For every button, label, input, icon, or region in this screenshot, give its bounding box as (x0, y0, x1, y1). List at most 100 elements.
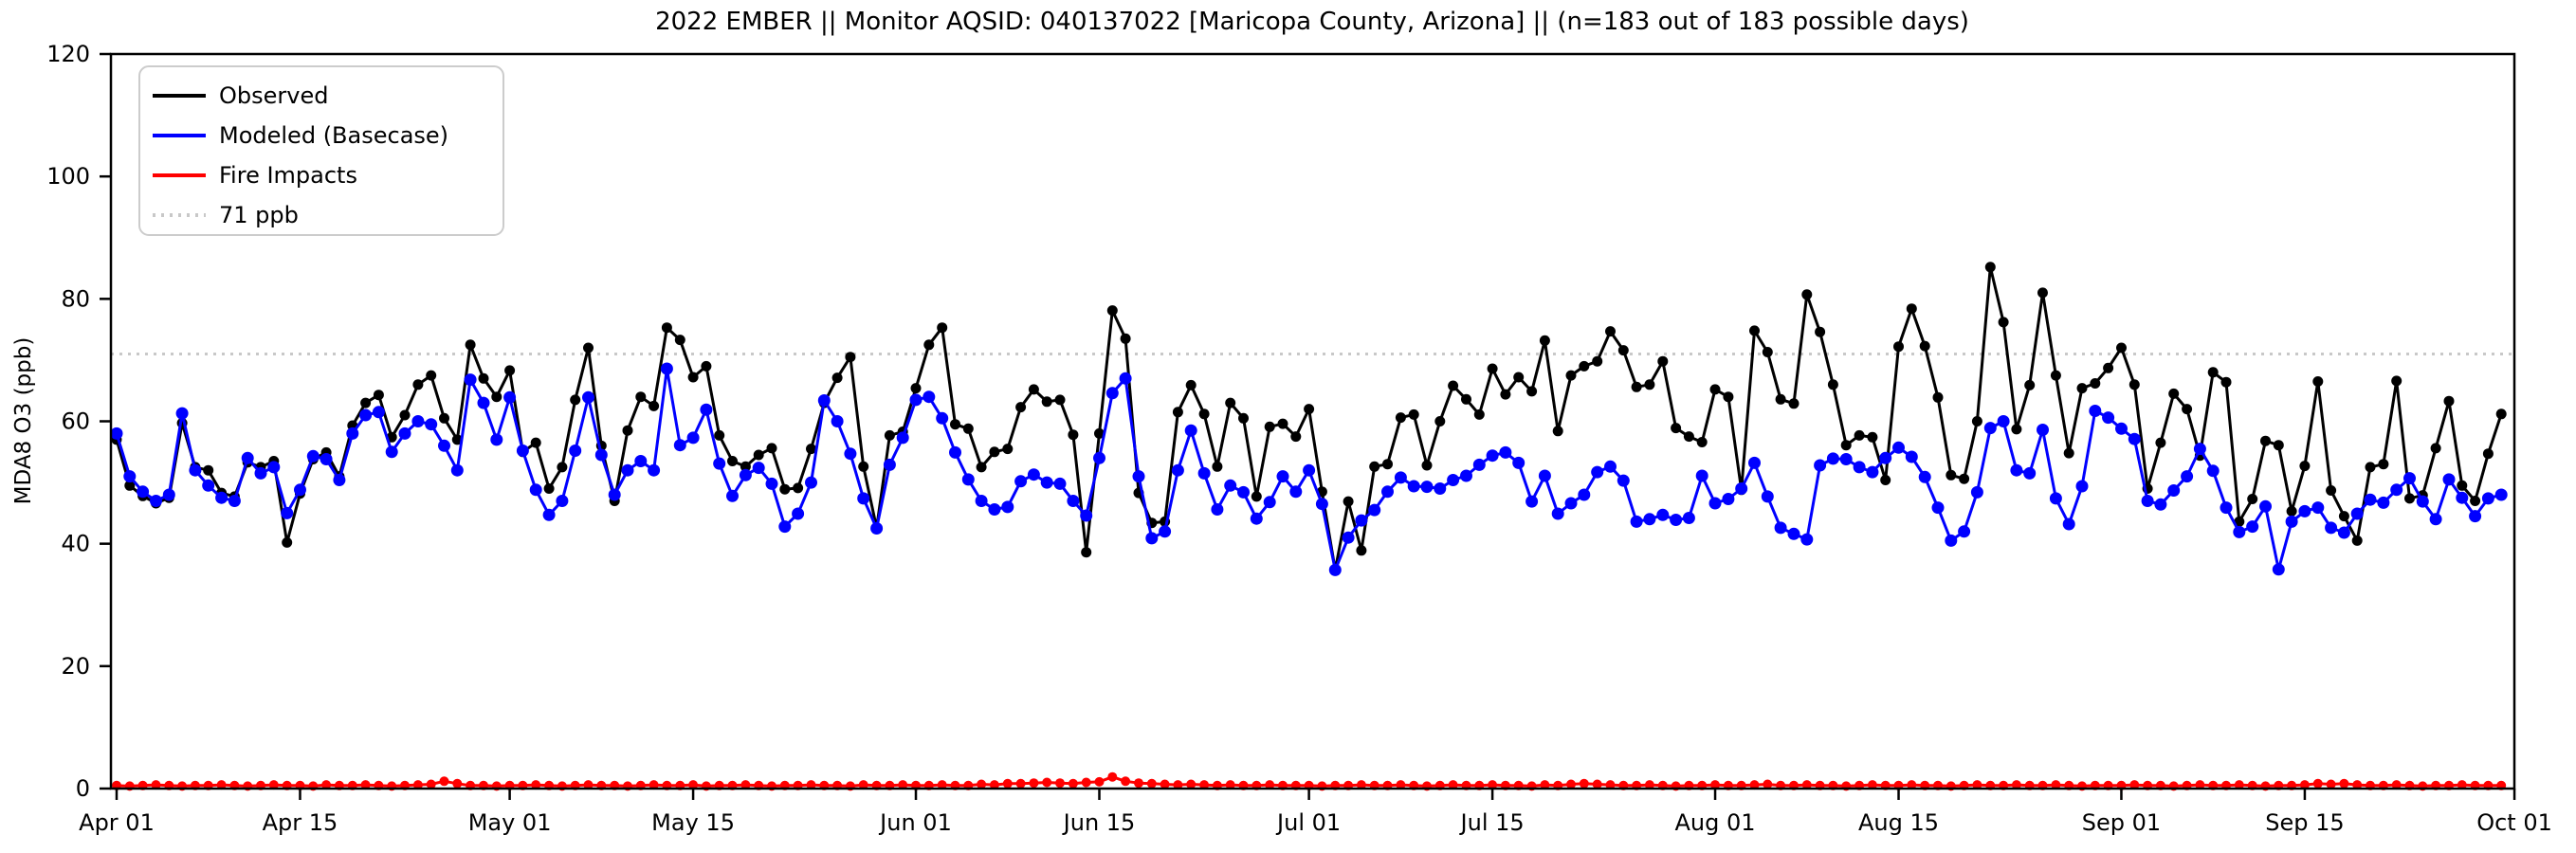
fire-impacts-point (1068, 778, 1078, 789)
observed-point (1081, 547, 1092, 558)
observed-point (1671, 423, 1682, 434)
modeled-point (123, 470, 137, 483)
fire-impacts-point (1566, 779, 1576, 789)
modeled-point (1604, 460, 1617, 473)
modeled-point (202, 479, 215, 492)
x-tick-label: Jun 15 (1062, 809, 1136, 836)
fire-impacts-point (439, 776, 449, 787)
legend-label: Modeled (Basecase) (219, 122, 448, 149)
observed-point (478, 372, 489, 384)
observed-point (779, 483, 791, 495)
modeled-point (765, 477, 778, 490)
fire-impacts-point (1029, 778, 1039, 789)
modeled-point (2350, 507, 2364, 520)
modeled-point (150, 495, 162, 507)
x-tick-label: Sep 15 (2265, 809, 2344, 836)
observed-point (1369, 461, 1380, 472)
observed-point (2365, 462, 2376, 473)
observed-point (2260, 435, 2271, 446)
fire-impacts-point (2312, 778, 2323, 789)
observed-point (2207, 367, 2219, 378)
modeled-point (2193, 443, 2206, 456)
fire-impacts-point (2129, 780, 2140, 790)
modeled-point (2494, 488, 2508, 501)
fire-impacts-point (2234, 780, 2244, 790)
fire-impacts-point (2339, 778, 2349, 789)
y-tick-label: 0 (76, 775, 90, 802)
modeled-point (385, 445, 398, 459)
modeled-point (1839, 453, 1853, 465)
modeled-point (1027, 468, 1040, 481)
observed-point (124, 480, 136, 491)
x-tick-label: May 01 (468, 809, 552, 836)
modeled-point (1970, 485, 1983, 499)
modeled-point (857, 492, 870, 505)
modeled-point (2377, 496, 2390, 509)
modeled-point (870, 522, 884, 535)
modeled-point (2325, 521, 2338, 535)
modeled-point (1093, 451, 1105, 464)
modeled-point (634, 455, 648, 467)
modeled-point (529, 483, 542, 497)
modeled-point (700, 403, 713, 416)
modeled-point (254, 466, 267, 480)
modeled-point (503, 390, 517, 404)
modeled-point (450, 463, 464, 477)
observed-point (2470, 496, 2481, 506)
observed-point (910, 383, 922, 394)
observed-point (661, 322, 672, 334)
observed-point (2024, 379, 2036, 390)
observed-point (2326, 485, 2337, 496)
observed-point (1421, 460, 1433, 471)
modeled-point (1119, 372, 1132, 385)
observed-point (2495, 408, 2507, 420)
fire-impacts-point (1448, 780, 1458, 790)
x-tick-label: Sep 01 (2082, 809, 2161, 836)
observed-point (412, 379, 424, 390)
modeled-point (569, 445, 582, 457)
y-tick-label: 100 (46, 163, 90, 190)
fire-impacts-point (2352, 780, 2363, 790)
observed-point (649, 400, 660, 411)
modeled-point (1067, 495, 1080, 507)
fire-impacts-point (2457, 780, 2467, 790)
modeled-point (621, 463, 634, 477)
modeled-point (1014, 475, 1028, 488)
modeled-point (1472, 458, 1486, 471)
modeled-point (936, 411, 949, 425)
observed-point (1002, 444, 1014, 455)
modeled-point (281, 506, 294, 519)
modeled-point (2298, 504, 2311, 517)
fire-impacts-point (1107, 771, 1118, 782)
modeled-point (2429, 513, 2442, 526)
modeled-point (425, 418, 438, 431)
modeled-point (1224, 479, 1237, 492)
observed-point (1880, 475, 1891, 485)
observed-point (845, 352, 856, 363)
modeled-point (2469, 510, 2482, 523)
fire-impacts-point (1972, 780, 1982, 790)
modeled-point (2442, 473, 2456, 486)
modeled-point (1368, 503, 1381, 517)
observed-point (753, 449, 764, 461)
modeled-point (1184, 424, 1197, 437)
observed-point (282, 536, 293, 548)
legend-label: 71 ppb (219, 202, 299, 228)
observed-point (950, 419, 960, 430)
observed-point (1605, 326, 1616, 337)
observed-point (543, 483, 555, 494)
modeled-point (909, 393, 923, 407)
modeled-point (359, 408, 373, 422)
modeled-point (1997, 415, 2010, 427)
observed-point (451, 434, 463, 445)
observed-point (2299, 461, 2311, 472)
modeled-point (556, 495, 569, 507)
observed-point (504, 365, 516, 376)
modeled-point (2259, 499, 2272, 513)
modeled-point (752, 462, 765, 475)
modeled-point (1040, 476, 1053, 489)
observed-point (1526, 386, 1538, 397)
modeled-point (2010, 463, 2023, 477)
observed-point (2076, 383, 2088, 394)
